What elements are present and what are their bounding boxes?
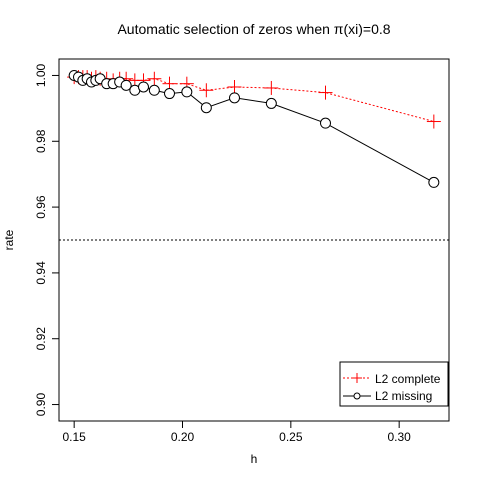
chart-title: Automatic selection of zeros when π(xi)=…	[117, 21, 390, 37]
x-axis-label: h	[251, 452, 258, 466]
data-point-l2-complete	[318, 85, 333, 100]
data-point-l2-missing	[148, 84, 160, 96]
data-point-l2-missing	[428, 176, 440, 188]
data-point-l2-missing	[200, 102, 212, 114]
data-point-l2-complete	[227, 79, 242, 94]
legend-marker-l2-missing	[353, 392, 361, 400]
data-point-l2-complete	[426, 114, 441, 129]
data-point-l2-missing	[265, 97, 277, 109]
x-tick-label: 0.25	[279, 430, 303, 444]
data-point-l2-complete	[147, 71, 162, 86]
legend: L2 complete L2 missing	[339, 361, 449, 407]
x-tick-label: 0.20	[171, 430, 195, 444]
legend-label-l2-missing: L2 missing	[375, 389, 432, 403]
y-axis: 0.90 0.92 0.94 0.96 0.98 1.00	[34, 63, 60, 417]
y-axis-label: rate	[2, 229, 16, 250]
data-point-l2-missing	[120, 79, 132, 91]
series-l2-missing	[68, 69, 440, 188]
data-point-l2-missing	[164, 88, 175, 100]
data-point-l2-missing	[320, 117, 331, 129]
legend-marker-l2-complete	[352, 373, 362, 383]
x-tick-label: 0.15	[62, 430, 86, 444]
y-tick-label: 1.00	[34, 63, 48, 87]
y-tick-label: 0.90	[34, 393, 48, 417]
y-tick-label: 0.94	[34, 261, 48, 285]
data-point-l2-missing	[138, 81, 149, 93]
y-tick-label: 0.92	[34, 327, 48, 351]
data-point-l2-missing	[181, 86, 193, 98]
legend-label-l2-complete: L2 complete	[375, 372, 441, 386]
series-layer	[67, 69, 441, 188]
y-tick-label: 0.96	[34, 195, 48, 219]
x-tick-label: 0.30	[387, 430, 411, 444]
data-point-l2-missing	[229, 92, 240, 104]
data-point-l2-complete	[199, 83, 214, 98]
x-axis: 0.15 0.20 0.25 0.30	[62, 420, 411, 444]
data-point-l2-complete	[264, 80, 279, 95]
y-tick-label: 0.98	[34, 129, 48, 153]
